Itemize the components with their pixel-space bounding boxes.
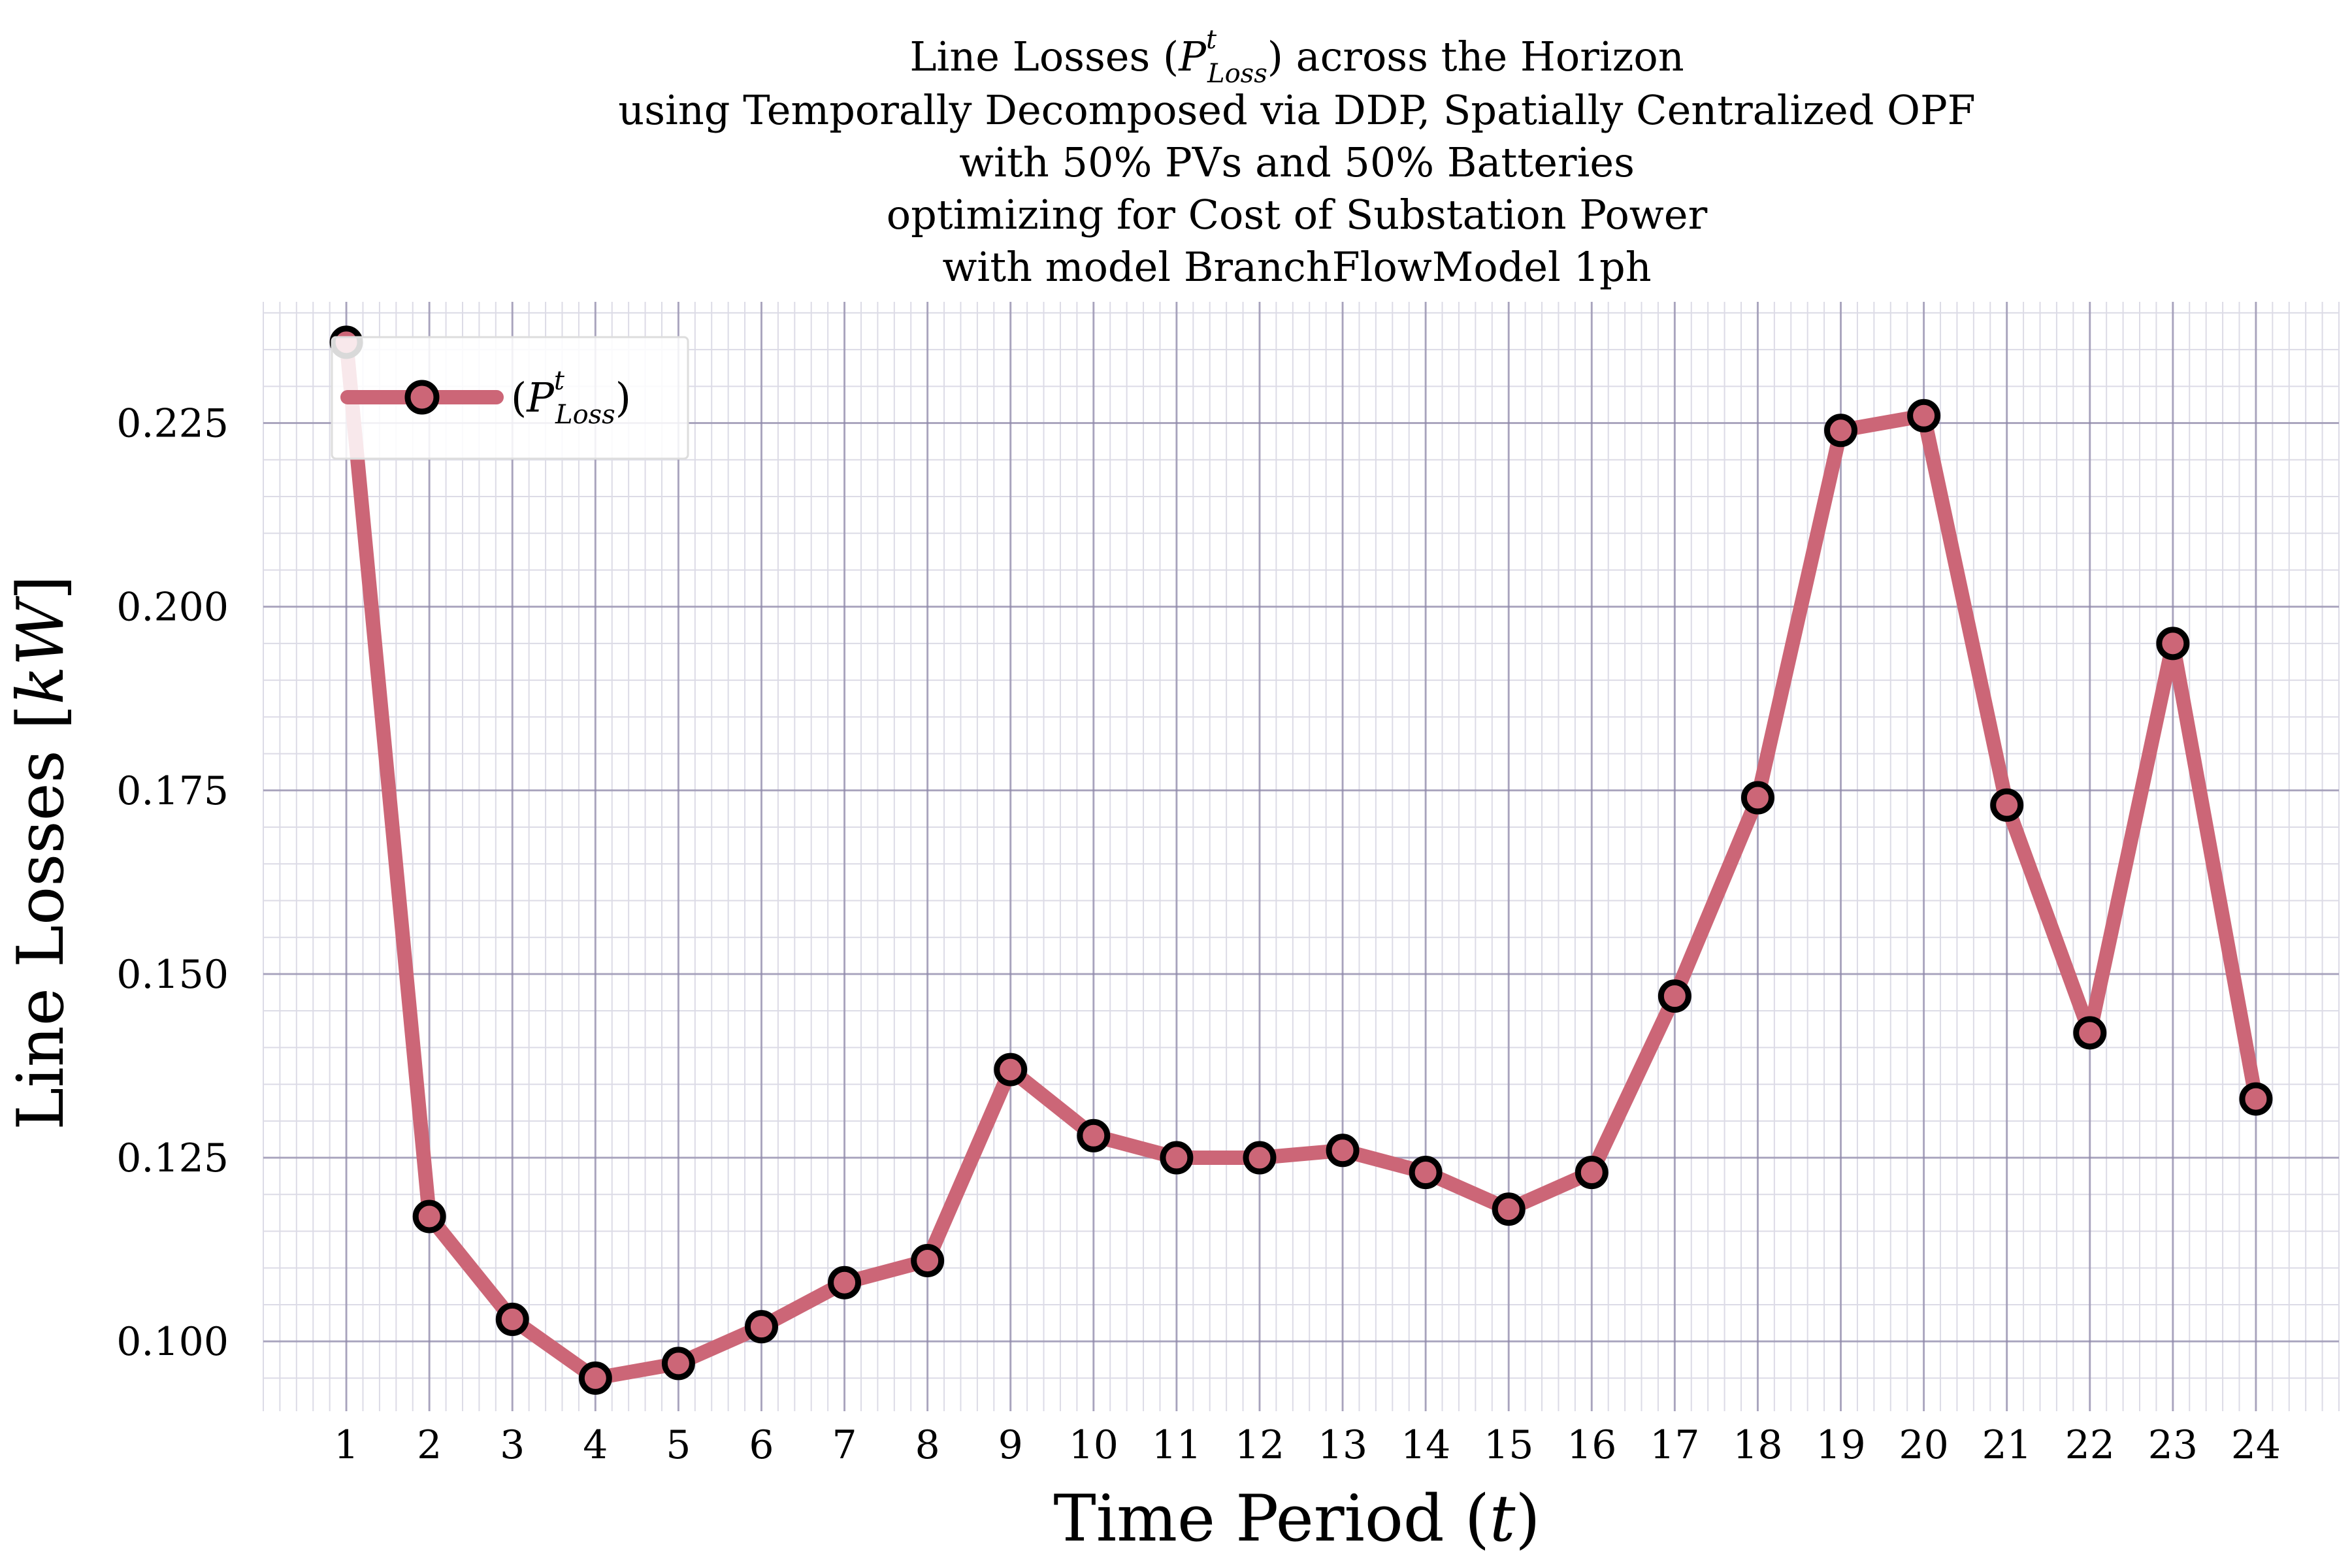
data-point bbox=[1160, 1141, 1194, 1175]
x-tick-label: 22 bbox=[2065, 1422, 2115, 1468]
data-point bbox=[1077, 1119, 1111, 1152]
data-point bbox=[994, 1053, 1028, 1086]
series-layer bbox=[329, 325, 2273, 1395]
data-point bbox=[1907, 399, 1941, 433]
data-point bbox=[828, 1266, 862, 1299]
x-tick-label: 16 bbox=[1567, 1422, 1616, 1468]
legend-marker-sample bbox=[404, 380, 440, 415]
x-tick-label: 21 bbox=[1982, 1422, 2032, 1468]
x-tick-label: 2 bbox=[417, 1422, 442, 1468]
data-point bbox=[2156, 627, 2190, 661]
x-tick-label: 18 bbox=[1733, 1422, 1782, 1468]
x-tick-label: 9 bbox=[998, 1422, 1023, 1468]
data-point bbox=[1740, 781, 1774, 815]
x-axis-label: Time Period (t) bbox=[1053, 1482, 1540, 1556]
x-tick-label: 3 bbox=[500, 1422, 525, 1468]
x-tick-label: 10 bbox=[1069, 1422, 1119, 1468]
y-tick-label: 0.125 bbox=[116, 1135, 229, 1181]
y-tick-label: 0.175 bbox=[116, 768, 229, 814]
data-point bbox=[1492, 1192, 1526, 1226]
data-point bbox=[578, 1361, 612, 1395]
x-tick-label: 6 bbox=[749, 1422, 774, 1468]
x-tick-label: 11 bbox=[1152, 1422, 1201, 1468]
chart-title-line-2: using Temporally Decomposed via DDP, Spa… bbox=[618, 86, 1975, 134]
data-point bbox=[661, 1347, 695, 1380]
chart-title-line-3: with 50% PVs and 50% Batteries bbox=[959, 139, 1635, 186]
data-point bbox=[2239, 1082, 2273, 1116]
x-tick-label: 12 bbox=[1235, 1422, 1284, 1468]
data-point bbox=[1326, 1134, 1360, 1168]
major-gridlines bbox=[263, 302, 2339, 1411]
x-tick-label: 15 bbox=[1484, 1422, 1533, 1468]
series-line bbox=[339, 335, 2263, 1386]
x-tick-label: 19 bbox=[1816, 1422, 1865, 1468]
x-tick-label: 5 bbox=[666, 1422, 691, 1468]
y-axis-label: Line Losses [kW] bbox=[4, 575, 78, 1130]
data-point bbox=[1243, 1141, 1277, 1175]
chart-title-line-5: with model BranchFlowModel 1ph bbox=[942, 243, 1651, 291]
data-point bbox=[1575, 1156, 1609, 1190]
y-tick-label: 0.225 bbox=[116, 401, 229, 447]
data-point bbox=[412, 1200, 446, 1233]
y-tick-labels: 0.100 0.125 0.150 0.175 0.200 0.225 bbox=[116, 401, 229, 1365]
data-point bbox=[1824, 414, 1858, 448]
x-tick-label: 1 bbox=[334, 1422, 359, 1468]
data-point bbox=[495, 1302, 529, 1336]
x-tick-label: 8 bbox=[915, 1422, 940, 1468]
y-tick-label: 0.100 bbox=[116, 1319, 229, 1365]
x-tick-label: 23 bbox=[2148, 1422, 2198, 1468]
legend-box bbox=[331, 336, 689, 460]
chart-title-line-1: Line Losses (Pt Loss) across the Horizon bbox=[909, 25, 1684, 89]
y-tick-label: 0.150 bbox=[116, 952, 229, 998]
x-tick-label: 13 bbox=[1318, 1422, 1367, 1468]
data-point bbox=[744, 1310, 778, 1344]
chart-title: Line Losses (Pt Loss) across the Horizon … bbox=[618, 25, 1975, 291]
data-point bbox=[2073, 1016, 2107, 1050]
y-tick-label: 0.200 bbox=[116, 585, 229, 630]
x-tick-label: 7 bbox=[832, 1422, 857, 1468]
data-point bbox=[911, 1243, 945, 1277]
legend-label: (Pt Loss) bbox=[511, 366, 631, 430]
x-tick-label: 14 bbox=[1401, 1422, 1450, 1468]
chart-title-line-4: optimizing for Cost of Substation Power bbox=[887, 191, 1708, 238]
x-tick-labels: 1 2 3 4 5 6 7 8 9 10 11 12 13 14 15 16 17 18 19 20 21 22 23 24 bbox=[334, 1422, 2281, 1468]
x-tick-label: 24 bbox=[2231, 1422, 2281, 1468]
x-tick-label: 20 bbox=[1899, 1422, 1948, 1468]
data-point bbox=[1658, 979, 1691, 1013]
x-tick-label: 17 bbox=[1650, 1422, 1699, 1468]
x-tick-label: 4 bbox=[583, 1422, 608, 1468]
data-point bbox=[1409, 1156, 1443, 1190]
data-point bbox=[1990, 788, 2024, 822]
legend: (Pt Loss) bbox=[331, 336, 689, 460]
